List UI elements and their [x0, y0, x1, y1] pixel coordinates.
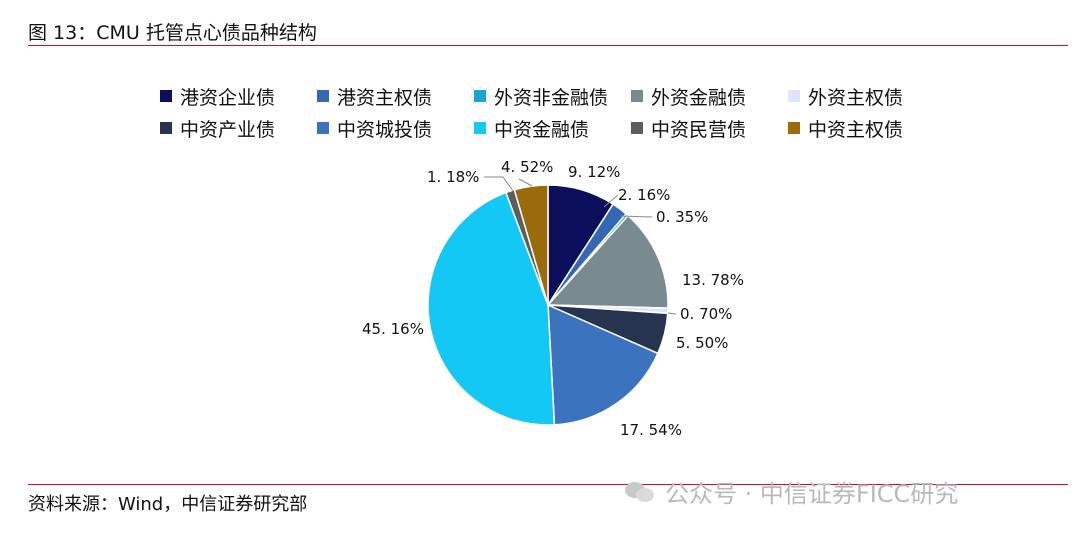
- data-label: 13. 78%: [682, 271, 744, 289]
- data-label: 4. 52%: [501, 158, 553, 176]
- legend-swatch: [631, 122, 643, 134]
- legend-swatch: [317, 90, 329, 102]
- legend-swatch: [160, 122, 172, 134]
- legend-swatch: [631, 90, 643, 102]
- legend-item: 中资城投债: [317, 115, 474, 142]
- pie-slice: [427, 191, 556, 426]
- legend-item: 中资金融债: [474, 115, 631, 142]
- legend-label: 中资产业债: [180, 118, 276, 141]
- legend-label: 中资主权债: [808, 118, 904, 141]
- legend-item: 港资企业债: [160, 83, 317, 110]
- legend-swatch: [317, 122, 329, 134]
- data-label: 2. 16%: [618, 186, 670, 204]
- legend-label: 港资主权债: [337, 86, 433, 109]
- legend-swatch: [474, 90, 486, 102]
- legend-swatch: [788, 122, 800, 134]
- legend-label: 外资金融债: [651, 86, 747, 109]
- legend-item: 外资非金融债: [474, 83, 631, 110]
- legend-label: 外资主权债: [808, 86, 904, 109]
- legend-swatch: [788, 90, 800, 102]
- source-divider: [28, 484, 1068, 485]
- figure-title: 图 13：CMU 托管点心债品种结构: [28, 22, 317, 44]
- leader-line: [603, 194, 619, 208]
- leader-line: [667, 312, 677, 315]
- legend-swatch: [474, 122, 486, 134]
- legend-item: 中资民营债: [631, 115, 788, 142]
- legend-label: 中资城投债: [337, 118, 433, 141]
- legend-item: 中资主权债: [788, 115, 903, 142]
- watermark-text: 公众号 · 中信证券FICC研究: [665, 480, 959, 508]
- legend-item: 外资主权债: [788, 83, 903, 110]
- data-label: 1. 18%: [427, 168, 479, 186]
- legend-row-2: 中资产业债 中资城投债 中资金融债 中资民营债 中资主权债: [160, 112, 960, 144]
- legend-swatch: [160, 90, 172, 102]
- watermark: 公众号 · 中信证券FICC研究: [625, 474, 958, 509]
- legend-item: 中资产业债: [160, 115, 317, 142]
- legend-label: 外资非金融债: [494, 86, 609, 109]
- legend-row-1: 港资企业债 港资主权债 外资非金融债 外资金融债 外资主权债: [160, 80, 960, 112]
- data-label: 17. 54%: [620, 421, 682, 439]
- chart-legend: 港资企业债 港资主权债 外资非金融债 外资金融债 外资主权债 中资产业债 中资城…: [160, 80, 960, 144]
- pie-slice: [547, 303, 659, 426]
- wechat-icon: [625, 480, 655, 504]
- data-label: 45. 16%: [362, 320, 424, 338]
- source-note: 资料来源：Wind，中信证券研究部: [28, 494, 308, 515]
- data-label: 9. 12%: [568, 163, 620, 181]
- data-label: 5. 50%: [676, 334, 728, 352]
- leader-line: [619, 215, 653, 218]
- legend-label: 中资民营债: [651, 118, 747, 141]
- data-label: 0. 35%: [656, 208, 708, 226]
- data-label: 0. 70%: [680, 305, 732, 323]
- legend-item: 外资金融债: [631, 83, 788, 110]
- pie-slice: [546, 214, 669, 309]
- leader-line: [518, 178, 533, 187]
- pie-slice: [513, 184, 549, 306]
- title-divider: [28, 45, 1068, 46]
- legend-item: 港资主权债: [317, 83, 474, 110]
- legend-label: 港资企业债: [180, 86, 276, 109]
- legend-label: 中资金融债: [494, 118, 590, 141]
- leader-line: [484, 176, 514, 192]
